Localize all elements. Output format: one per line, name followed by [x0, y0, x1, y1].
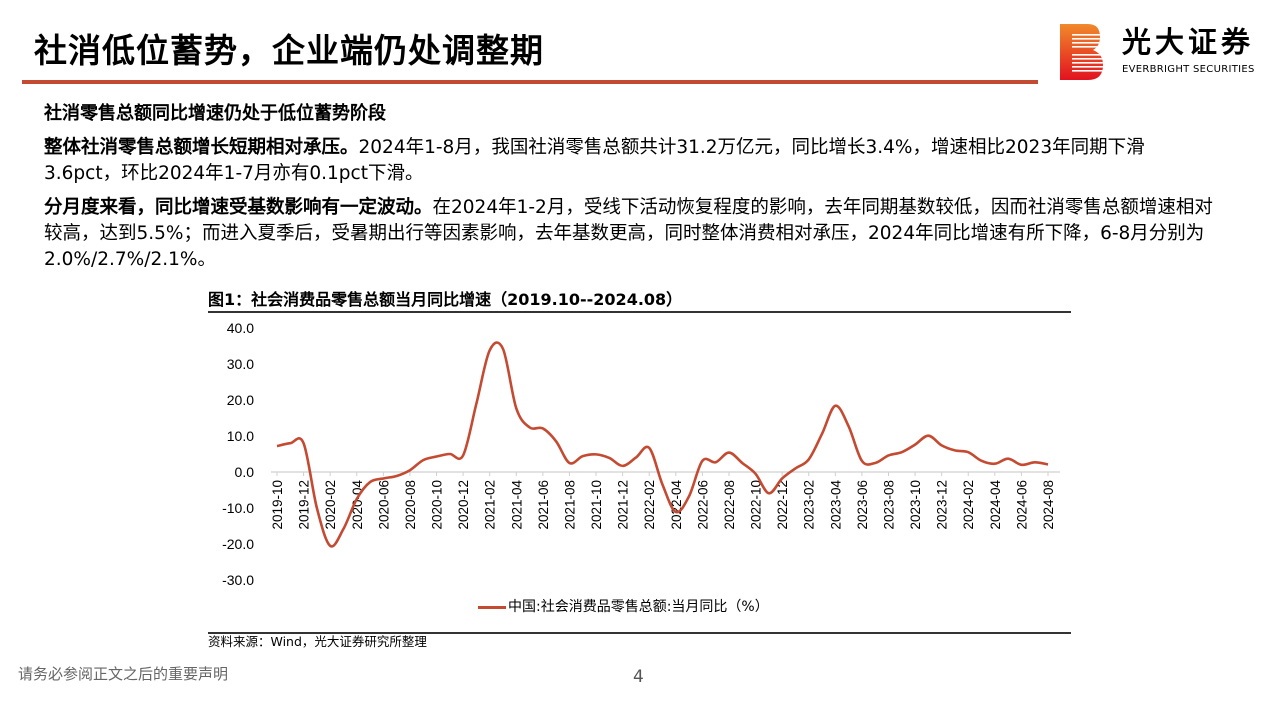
x-axis-tick-label: 2023-04	[828, 480, 843, 530]
x-axis-tick-label: 2023-12	[935, 480, 950, 530]
paragraph-overall-body: 2024年1-8月，我国社消零售总额共计31.2万亿元，同比增长3.4%，增速相…	[44, 137, 1145, 184]
logo-chinese-name: 光大证券	[1122, 25, 1255, 59]
section-heading: 社消零售总额同比增速仍处于低位蓄势阶段	[44, 103, 386, 124]
legend-line-swatch-icon	[478, 605, 506, 609]
x-axis-tick-label: 2021-02	[483, 480, 498, 530]
legend-label: 中国:社会消费品零售总额:当月同比（%）	[508, 599, 769, 615]
y-axis-tick-label: -30.0	[222, 572, 254, 588]
chart-title: 图1：社会消费品零售总额当月同比增速（2019.10--2024.08）	[208, 290, 683, 309]
paragraph-monthly: 分月度来看，同比增速受基数影响有一定波动。在2024年1-2月，受线下活动恢复程…	[44, 195, 1214, 273]
x-axis-tick-label: 2020-06	[376, 480, 391, 530]
chart-top-rule	[208, 311, 1071, 313]
chart-legend: 中国:社会消费品零售总额:当月同比（%）	[478, 597, 769, 617]
x-axis-tick-label: 2024-06	[1014, 480, 1029, 530]
x-axis-tick-label: 2020-10	[430, 480, 445, 530]
retail-sales-yoy-line-chart: 40.0 30.0 20.0 10.0 0.0 -10.0 -20.0 -30.0 2019-1…	[222, 320, 1060, 588]
x-axis-tick-label: 2020-12	[456, 480, 471, 530]
x-axis-tick-label: 2019-10	[270, 480, 285, 530]
chart-source: 资料来源：Wind，光大证券研究所整理	[208, 634, 427, 649]
page-number: 4	[633, 667, 644, 687]
x-axis-tick-label: 2022-08	[722, 480, 737, 530]
y-axis-tick-label: 0.0	[235, 464, 255, 480]
x-axis-tick-label: 2023-08	[881, 480, 896, 530]
everbright-logo: 光大证券 EVERBRIGHT SECURITIES	[1060, 24, 1270, 82]
x-axis-tick-label: 2024-02	[961, 480, 976, 530]
y-axis-tick-label: 40.0	[227, 320, 254, 336]
x-axis-tick-label: 2023-10	[908, 480, 923, 530]
paragraph-overall: 整体社消零售总额增长短期相对承压。2024年1-8月，我国社消零售总额共计31.…	[44, 135, 1214, 187]
x-axis-tick-label: 2022-12	[775, 480, 790, 530]
x-axis-tick-label: 2022-10	[749, 480, 764, 530]
paragraph-monthly-lead: 分月度来看，同比增速受基数影响有一定波动。	[44, 197, 433, 218]
x-axis-tick-label: 2024-04	[988, 480, 1003, 530]
x-axis-tick-label: 2021-08	[562, 480, 577, 530]
x-axis-tick-label: 2022-02	[642, 480, 657, 530]
logo-english-name: EVERBRIGHT SECURITIES	[1122, 64, 1255, 75]
x-axis-tick-label: 2021-04	[509, 480, 524, 530]
y-axis-tick-label: 20.0	[227, 392, 254, 408]
title-divider	[22, 80, 1038, 84]
x-axis-tick-label: 2022-06	[695, 480, 710, 530]
y-axis-tick-label: 30.0	[227, 356, 254, 372]
x-axis-tick-label: 2024-08	[1041, 480, 1056, 530]
paragraph-overall-lead: 整体社消零售总额增长短期相对承压。	[44, 137, 359, 158]
disclaimer-note: 请务必参阅正文之后的重要声明	[18, 665, 229, 683]
x-axis-tick-label: 2021-12	[616, 480, 631, 530]
x-axis-tick-label: 2020-08	[403, 480, 418, 530]
page-title: 社消低位蓄势，企业端仍处调整期	[34, 31, 544, 70]
y-axis-tick-label: -10.0	[222, 500, 254, 516]
retail-sales-yoy-series-line	[276, 341, 1049, 548]
x-axis-tick-label: 2023-02	[802, 480, 817, 530]
everbright-b-logo-icon	[1060, 24, 1103, 80]
x-axis-tick-label: 2021-06	[536, 480, 551, 530]
x-axis-tick-label: 2021-10	[589, 480, 604, 530]
y-axis-tick-label: 10.0	[227, 428, 254, 444]
x-axis-tick-label: 2023-06	[855, 480, 870, 530]
x-axis-tick-label: 2022-04	[669, 480, 684, 530]
x-axis-tick-label: 2020-04	[350, 480, 365, 530]
y-axis-tick-label: -20.0	[222, 536, 254, 552]
chart-bottom-rule	[208, 632, 1071, 634]
x-axis-tick-label: 2020-02	[323, 480, 338, 530]
x-axis-tick-label: 2019-12	[297, 480, 312, 530]
paragraph-monthly-body: 在2024年1-2月，受线下活动恢复程度的影响，去年同期基数较低，因而社消零售总…	[44, 197, 1213, 270]
